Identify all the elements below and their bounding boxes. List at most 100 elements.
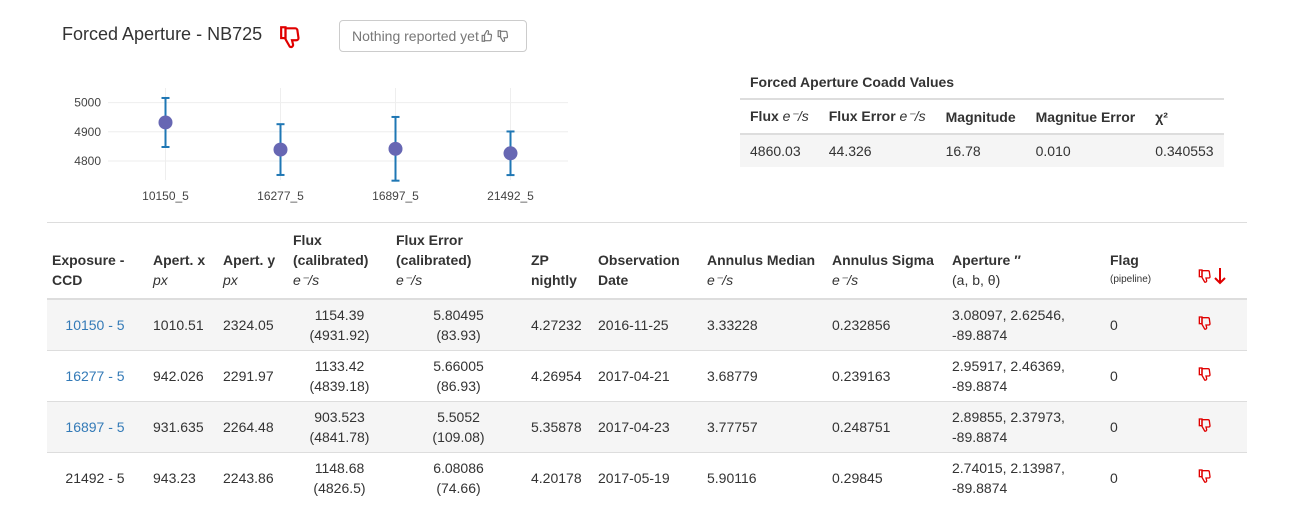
- exposure-link[interactable]: 16277 - 5: [65, 368, 125, 384]
- thumbs-down-icon[interactable]: [279, 24, 305, 50]
- cell-apert-y: 2264.48: [218, 401, 288, 453]
- exposure-text: 21492 - 5: [65, 470, 125, 486]
- col-report[interactable]: [1193, 226, 1247, 300]
- cell-zp: 4.27232: [526, 298, 593, 351]
- cell-aperture: 2.74015, 2.13987, -89.8874: [947, 452, 1105, 503]
- cell-report: [1193, 452, 1247, 503]
- coadd-col-3: Magnitue Error: [1025, 98, 1146, 135]
- cell-obs-date: 2017-04-21: [593, 350, 702, 402]
- coadd-col-1: Flux Error e⁻/s: [818, 98, 936, 135]
- thumbs-down-icon[interactable]: [1198, 468, 1214, 489]
- col-flux[interactable]: Flux (calibrated) e⁻/s: [288, 226, 391, 300]
- thumbs-down-icon: [1198, 268, 1214, 289]
- cell-flag: 0: [1105, 452, 1193, 503]
- flux-scatter-chart: 4800 4900 5000 10150_5 16277_5 16897_5 21492_5: [74, 88, 568, 203]
- cell-exposure: 21492 - 5: [47, 452, 148, 503]
- x-tick-label: 16897_5: [372, 189, 419, 203]
- cell-flux-error: 6.08086 (74.66): [391, 452, 526, 503]
- y-tick-label: 5000: [74, 96, 101, 110]
- exposure-table: Exposure - CCD Apert. x px Apert. y px Flux…: [47, 226, 1247, 503]
- cell-obs-date: 2016-11-25: [593, 298, 702, 351]
- coadd-col-0: Flux e⁻/s: [740, 98, 819, 135]
- cell-apert-y: 2243.86: [218, 452, 288, 503]
- col-exposure[interactable]: Exposure - CCD: [47, 226, 148, 300]
- coadd-title: Forced Aperture Coadd Values: [750, 74, 955, 90]
- exposure-link[interactable]: 10150 - 5: [65, 317, 125, 333]
- exposure-link[interactable]: 16897 - 5: [65, 419, 125, 435]
- cell-apert-x: 942.026: [148, 350, 218, 402]
- col-annulus-median[interactable]: Annulus Median e⁻/s: [702, 226, 827, 300]
- cell-aperture: 3.08097, 2.62546, -89.8874: [947, 298, 1105, 351]
- coadd-table: Flux e⁻/s Flux Error e⁻/s Magnitude Magnitu…: [740, 98, 1224, 167]
- cell-zp: 5.35878: [526, 401, 593, 453]
- cell-exposure: 16277 - 5: [47, 350, 148, 402]
- page-title: Forced Aperture - NB725: [62, 24, 263, 44]
- thumbs-down-icon[interactable]: [1198, 315, 1214, 336]
- col-flag[interactable]: Flag (pipeline): [1105, 226, 1193, 300]
- cell-flux-error: 5.66005 (86.93): [391, 350, 526, 402]
- cell-flux: 1148.68 (4826.5): [288, 452, 391, 503]
- coadd-col-2: Magnitude: [935, 98, 1026, 135]
- thumbs-down-icon[interactable]: [1198, 366, 1214, 387]
- table-row: 16897 - 5 931.635 2264.48 903.523 (4841.78) 5…: [47, 401, 1247, 453]
- y-tick-label: 4800: [74, 154, 101, 168]
- coadd-value-1: 44.326: [818, 134, 936, 167]
- cell-exposure: 16897 - 5: [47, 401, 148, 453]
- cell-aperture: 2.89855, 2.37973, -89.8874: [947, 401, 1105, 453]
- report-status-button[interactable]: Nothing reported yet: [339, 20, 527, 52]
- cell-obs-date: 2017-04-23: [593, 401, 702, 453]
- cell-flux: 1154.39 (4931.92): [288, 298, 391, 351]
- col-flux-error[interactable]: Flux Error (calibrated) e⁻/s: [391, 226, 526, 300]
- cell-annulus-median: 5.90116: [702, 452, 827, 503]
- cell-apert-x: 1010.51: [148, 298, 218, 351]
- sort-down-icon[interactable]: [1214, 267, 1226, 290]
- cell-annulus-median: 3.68779: [702, 350, 827, 402]
- cell-report: [1193, 298, 1247, 351]
- col-apert-x[interactable]: Apert. x px: [148, 226, 218, 300]
- cell-apert-x: 931.635: [148, 401, 218, 453]
- cell-zp: 4.26954: [526, 350, 593, 402]
- col-obs-date[interactable]: Observation Date: [593, 226, 702, 300]
- cell-flux: 1133.42 (4839.18): [288, 350, 391, 402]
- cell-report: [1193, 401, 1247, 453]
- cell-flux-error: 5.5052 (109.08): [391, 401, 526, 453]
- cell-flag: 0: [1105, 350, 1193, 402]
- cell-flux: 903.523 (4841.78): [288, 401, 391, 453]
- coadd-value-4: 0.340553: [1145, 134, 1224, 167]
- cell-annulus-sigma: 0.248751: [827, 401, 947, 453]
- thumbs-up-icon: [481, 30, 492, 42]
- cell-flag: 0: [1105, 401, 1193, 453]
- report-status-label: Nothing reported yet: [352, 28, 479, 44]
- coadd-value-3: 0.010: [1025, 134, 1146, 167]
- col-aperture[interactable]: Aperture ″ (a, b, θ): [947, 226, 1105, 300]
- cell-flag: 0: [1105, 298, 1193, 351]
- cell-zp: 4.20178: [526, 452, 593, 503]
- col-apert-y[interactable]: Apert. y px: [218, 226, 288, 300]
- table-row: 10150 - 5 1010.51 2324.05 1154.39 (4931.92) 5…: [47, 298, 1247, 351]
- col-annulus-sigma[interactable]: Annulus Sigma e⁻/s: [827, 226, 947, 300]
- table-row: 21492 - 5 943.23 2243.86 1148.68 (4826.5) 6.0…: [47, 452, 1247, 503]
- coadd-value-2: 16.78: [935, 134, 1026, 167]
- divider: [47, 222, 1247, 223]
- data-point: [273, 142, 288, 157]
- cell-annulus-sigma: 0.239163: [827, 350, 947, 402]
- x-tick-label: 10150_5: [142, 189, 189, 203]
- coadd-col-4: χ²: [1145, 98, 1224, 135]
- cell-annulus-median: 3.77757: [702, 401, 827, 453]
- cell-obs-date: 2017-05-19: [593, 452, 702, 503]
- cell-apert-y: 2291.97: [218, 350, 288, 402]
- cell-apert-x: 943.23: [148, 452, 218, 503]
- x-tick-label: 16277_5: [257, 189, 304, 203]
- col-zp[interactable]: ZP nightly: [526, 226, 593, 300]
- cell-annulus-median: 3.33228: [702, 298, 827, 351]
- cell-report: [1193, 350, 1247, 402]
- cell-annulus-sigma: 0.232856: [827, 298, 947, 351]
- cell-aperture: 2.95917, 2.46369, -89.8874: [947, 350, 1105, 402]
- x-tick-label: 21492_5: [487, 189, 534, 203]
- cell-apert-y: 2324.05: [218, 298, 288, 351]
- thumbs-down-icon: [497, 30, 508, 42]
- y-tick-label: 4900: [74, 125, 101, 139]
- cell-flux-error: 5.80495 (83.93): [391, 298, 526, 351]
- thumbs-down-icon[interactable]: [1198, 417, 1214, 438]
- coadd-value-0: 4860.03: [740, 134, 819, 167]
